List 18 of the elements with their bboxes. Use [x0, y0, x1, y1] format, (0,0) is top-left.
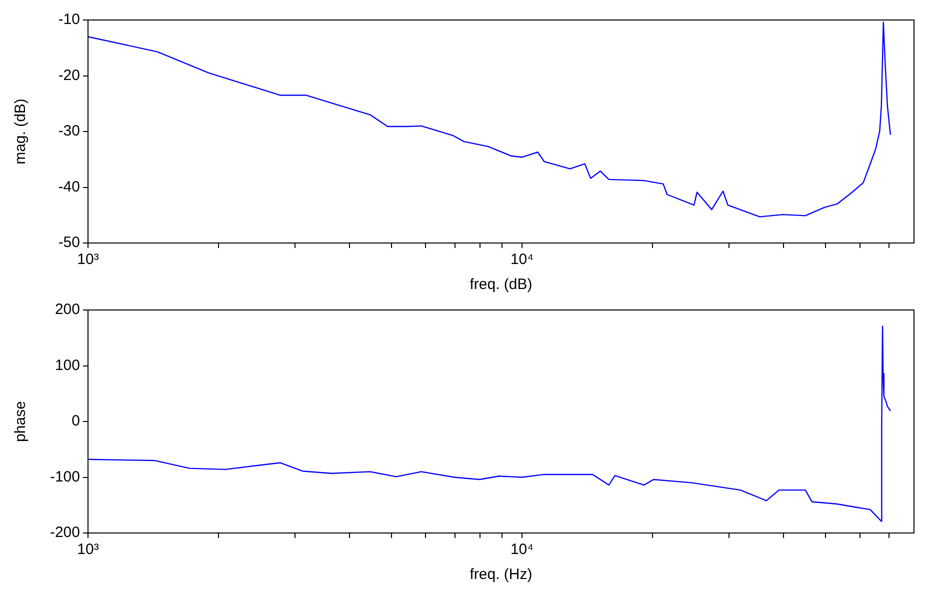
x-tick-label: 10³: [77, 251, 99, 268]
x-tick-label: 10⁴: [510, 541, 534, 558]
y-tick-label: -10: [58, 11, 80, 28]
y-tick-label: -40: [58, 178, 80, 196]
y-tick-label: -30: [58, 122, 80, 140]
x-tick-label: 10⁴: [510, 251, 534, 268]
y-tick-label: 100: [54, 356, 80, 374]
y-tick-label: 0: [72, 412, 80, 430]
y-axis-title: phase: [12, 401, 30, 442]
x-axis-title: freq. (Hz): [470, 566, 532, 584]
y-tick-label: -100: [50, 468, 80, 486]
y-axis-title: mag. (dB): [12, 98, 30, 164]
y-tick-label: -200: [50, 524, 80, 542]
y-tick-label: -20: [58, 66, 80, 84]
y-tick-label: 200: [54, 301, 80, 318]
x-axis-title: freq. (dB): [470, 276, 532, 294]
y-tick-label: -50: [58, 234, 80, 252]
x-tick-label: 10³: [77, 541, 99, 558]
